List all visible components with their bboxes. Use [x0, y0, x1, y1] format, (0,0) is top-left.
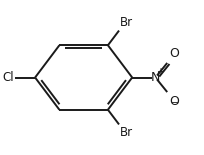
Text: Br: Br: [119, 16, 132, 29]
Text: Cl: Cl: [2, 71, 14, 84]
Text: O: O: [169, 47, 178, 60]
Text: −: −: [170, 98, 178, 108]
Text: N: N: [150, 71, 159, 84]
Text: Br: Br: [119, 126, 132, 139]
Text: +: +: [155, 67, 163, 77]
Text: O: O: [168, 95, 178, 108]
